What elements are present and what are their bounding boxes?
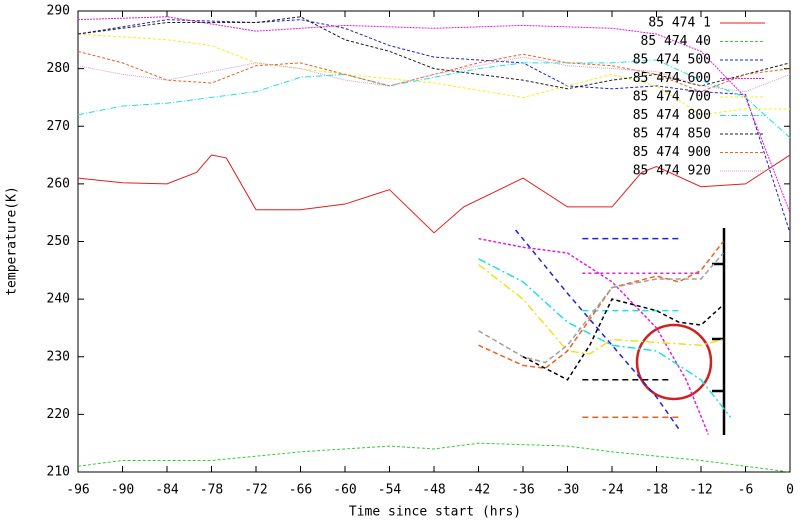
legend-label: 85 474 900 bbox=[633, 145, 711, 160]
series-line bbox=[77, 59, 791, 139]
x-tick-label: -24 bbox=[600, 483, 624, 498]
legend-label: 85 474 600 bbox=[633, 71, 711, 86]
y-tick-label: 270 bbox=[47, 119, 70, 134]
x-tick-label: -90 bbox=[111, 483, 134, 498]
y-tick-label: 250 bbox=[47, 234, 70, 249]
legend-label: 85 474 1 bbox=[648, 16, 711, 31]
series-line bbox=[77, 50, 791, 93]
x-tick-label: 0 bbox=[786, 483, 794, 498]
series-line bbox=[77, 442, 791, 473]
x-tick-label: -12 bbox=[689, 483, 712, 498]
x-tick-label: -54 bbox=[378, 483, 402, 498]
x-tick-label: -84 bbox=[155, 483, 179, 498]
y-tick-label: 220 bbox=[47, 407, 70, 422]
overlay-line bbox=[515, 229, 680, 430]
y-tick-label: 260 bbox=[47, 176, 70, 191]
overlay-line bbox=[478, 263, 724, 355]
legend-label: 85 474 700 bbox=[633, 90, 711, 105]
legend-label: 85 474 920 bbox=[633, 164, 711, 179]
overlay-line bbox=[522, 298, 724, 381]
x-tick-label: -96 bbox=[66, 483, 89, 498]
x-tick-label: -60 bbox=[333, 483, 356, 498]
x-axis-label: Time since start (hrs) bbox=[349, 505, 521, 520]
y-axis-label: temperature(K) bbox=[5, 186, 20, 296]
y-tick-label: 230 bbox=[47, 349, 70, 364]
x-tick-label: -42 bbox=[467, 483, 490, 498]
x-tick-label: -6 bbox=[738, 483, 754, 498]
x-tick-label: -72 bbox=[244, 483, 267, 498]
y-tick-label: 280 bbox=[47, 61, 70, 76]
x-tick-label: -78 bbox=[200, 483, 223, 498]
overlay-line bbox=[478, 237, 710, 435]
legend-label: 85 474 850 bbox=[633, 127, 711, 142]
x-tick-label: -30 bbox=[556, 483, 579, 498]
x-tick-label: -18 bbox=[645, 483, 668, 498]
legend-label: 85 474 800 bbox=[633, 108, 711, 123]
series-line bbox=[77, 56, 791, 93]
overlay-line bbox=[478, 258, 732, 418]
highlight-circle bbox=[635, 323, 713, 401]
overlay-line bbox=[478, 252, 724, 364]
y-tick-label: 290 bbox=[47, 4, 70, 19]
bracket bbox=[712, 228, 726, 435]
series-line bbox=[77, 33, 790, 116]
series-line bbox=[77, 154, 791, 234]
y-tick-label: 210 bbox=[47, 465, 70, 480]
x-tick-label: -36 bbox=[511, 483, 534, 498]
legend-label: 85 474 500 bbox=[633, 53, 711, 68]
x-tick-label: -48 bbox=[422, 483, 445, 498]
legend-label: 85 474 40 bbox=[641, 34, 711, 49]
series-line bbox=[77, 16, 791, 213]
y-tick-label: 240 bbox=[47, 292, 70, 307]
x-tick-label: -66 bbox=[289, 483, 312, 498]
overlay-line bbox=[478, 241, 724, 370]
